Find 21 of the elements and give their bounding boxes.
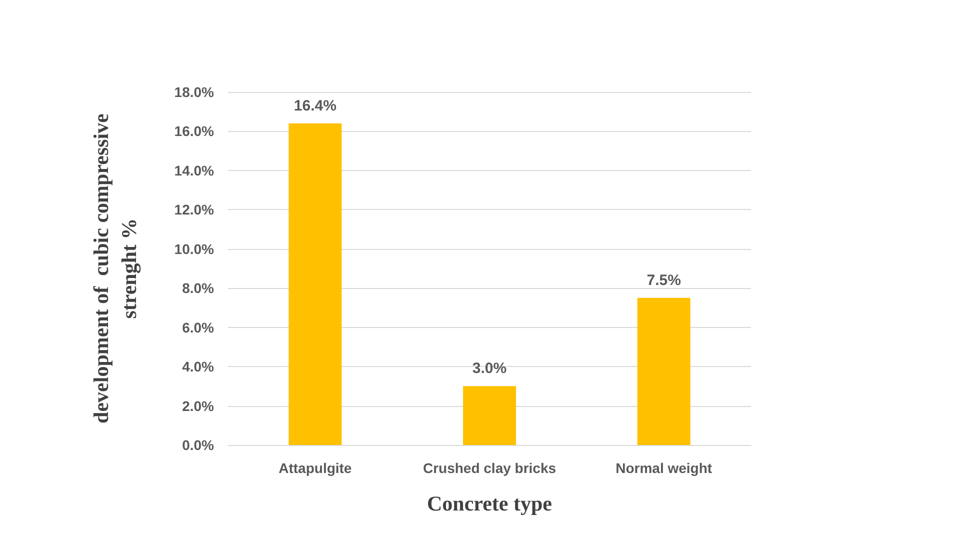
y-axis-title: development of cubic compressive strenght % [89, 114, 141, 424]
y-tick-label: 0.0% [182, 437, 215, 453]
y-tick-label: 18.0% [174, 84, 215, 100]
bar [637, 298, 690, 445]
data-label: 16.4% [294, 97, 336, 114]
x-tick-label: Normal weight [616, 460, 712, 476]
y-tick-label: 2.0% [182, 398, 215, 414]
x-axis-title: Concrete type [427, 492, 552, 516]
data-label: 3.0% [472, 360, 507, 378]
x-tick-label: Crushed clay bricks [422, 460, 556, 476]
y-tick-label: 4.0% [182, 358, 215, 375]
y-tick-label: 8.0% [182, 280, 215, 296]
y-tick-label: 10.0% [174, 240, 215, 257]
bar [463, 386, 516, 445]
y-tick-label: 6.0% [182, 319, 215, 336]
data-label: 7.5% [646, 272, 681, 289]
y-tick-label: 14.0% [174, 162, 215, 178]
y-tick-label: 12.0% [174, 202, 215, 218]
y-tick-label: 16.0% [174, 123, 215, 140]
bar [288, 123, 342, 445]
x-tick-label: Attapulgite [278, 460, 352, 476]
